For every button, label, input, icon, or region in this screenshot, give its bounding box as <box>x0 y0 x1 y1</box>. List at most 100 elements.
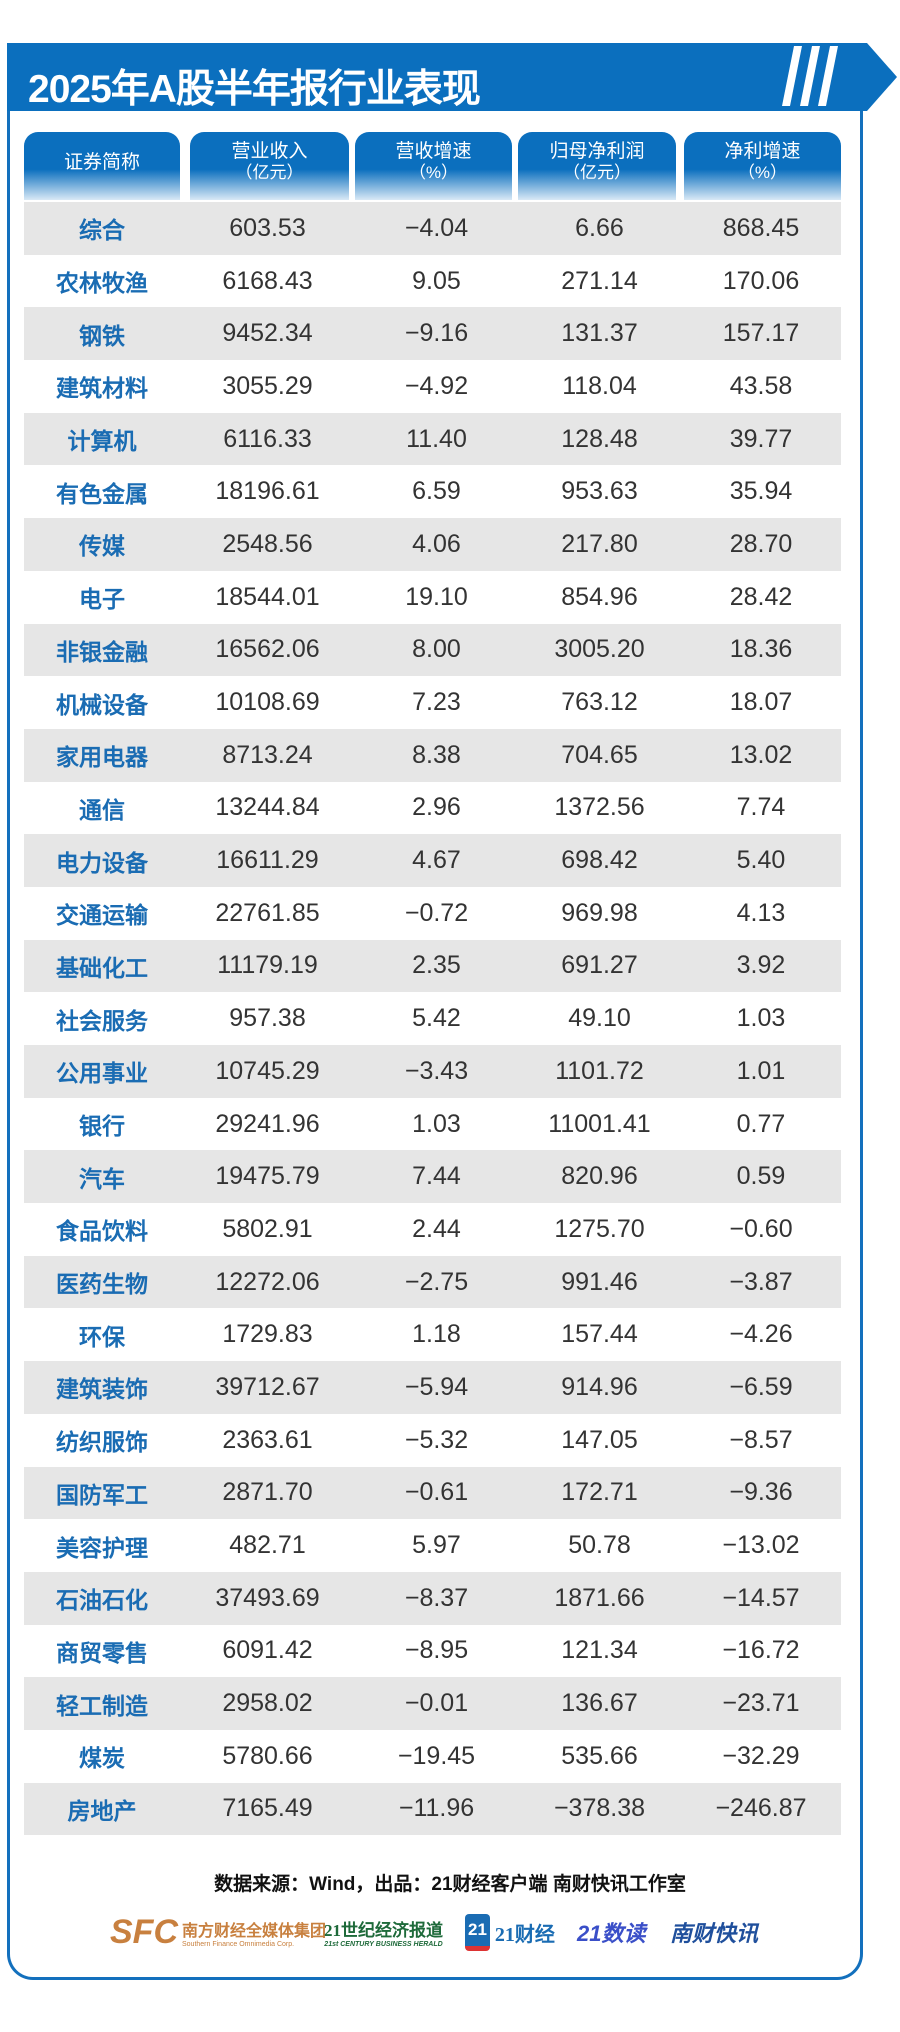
net-profit-cell: 172.71 <box>561 1478 638 1507</box>
net-profit-cell: 820.96 <box>561 1162 638 1191</box>
net-profit-cell: 50.78 <box>568 1531 631 1560</box>
industry-name-cell: 汽车 <box>79 1165 125 1192</box>
profit-growth-cell: −23.71 <box>722 1689 800 1718</box>
revenue-cell: 2871.70 <box>222 1478 313 1507</box>
industry-name-cell: 纺织服饰 <box>56 1429 148 1456</box>
industry-name-cell: 农林牧渔 <box>56 270 148 297</box>
header-unit: （%） <box>408 163 459 182</box>
revenue-cell: 6116.33 <box>223 424 312 453</box>
revenue-cell: 7165.49 <box>222 1794 313 1823</box>
profit-growth-cell: 43.58 <box>729 371 793 400</box>
net-profit-cell: 121.34 <box>561 1636 638 1665</box>
table-row: 综合 603.53 −4.04 6.66 868.45 <box>24 202 841 255</box>
industry-name-cell: 通信 <box>79 796 125 823</box>
table-row: 轻工制造 2958.02 −0.01 136.67 −23.71 <box>24 1677 841 1730</box>
logos: SFC 南方财经全媒体集团 Southern Finance Omnimedia… <box>0 1912 900 1952</box>
profit-growth-cell: −13.02 <box>722 1531 800 1560</box>
industry-name-cell: 石油石化 <box>56 1587 148 1614</box>
net-profit-cell: 535.66 <box>561 1741 638 1770</box>
net-profit-cell: 147.05 <box>561 1425 638 1454</box>
table-body: 综合 603.53 −4.04 6.66 868.45 农林牧渔 6168.43 9.05 27… <box>24 202 841 1836</box>
table-row: 通信 13244.84 2.96 1372.56 7.74 <box>24 782 841 835</box>
revenue-cell: 3055.29 <box>222 371 313 400</box>
logo-21caijing: 21 21财经 <box>465 1912 555 1952</box>
profit-growth-cell: 18.36 <box>729 635 793 664</box>
revenue-growth-cell: 2.44 <box>412 1214 461 1243</box>
table-row: 农林牧渔 6168.43 9.05 271.14 170.06 <box>24 255 841 308</box>
profit-growth-cell: 39.77 <box>729 424 793 453</box>
industry-name-cell: 基础化工 <box>56 954 148 981</box>
net-profit-cell: 49.10 <box>568 1004 631 1033</box>
profit-growth-cell: −8.57 <box>729 1425 793 1454</box>
revenue-cell: 37493.69 <box>215 1583 320 1612</box>
revenue-cell: 12272.06 <box>215 1267 320 1296</box>
profit-growth-cell: −3.87 <box>729 1267 793 1296</box>
revenue-growth-cell: −0.01 <box>404 1689 469 1718</box>
table-row: 国防军工 2871.70 −0.61 172.71 −9.36 <box>24 1466 841 1520</box>
table-row: 房地产 7165.49 −11.96 −378.38 −246.87 <box>24 1782 841 1836</box>
header-unit: （%） <box>737 163 788 182</box>
table-row: 建筑装饰 39712.67 −5.94 914.96 −6.59 <box>24 1361 841 1414</box>
revenue-cell: 2363.61 <box>222 1425 313 1454</box>
industry-name-cell: 国防军工 <box>56 1481 148 1508</box>
revenue-cell: 9452.34 <box>222 319 313 348</box>
profit-growth-cell: 5.40 <box>736 846 786 875</box>
profit-growth-cell: 35.94 <box>729 477 793 506</box>
net-profit-cell: 6.66 <box>575 213 624 242</box>
revenue-growth-cell: 2.35 <box>412 951 461 980</box>
header-label: 证券简称 <box>63 151 140 173</box>
table-row: 基础化工 11179.19 2.35 691.27 3.92 <box>24 939 841 993</box>
revenue-cell: 13244.84 <box>215 793 320 822</box>
profit-growth-cell: −4.26 <box>729 1320 793 1349</box>
revenue-growth-cell: −11.96 <box>398 1794 475 1823</box>
revenue-growth-cell: −5.32 <box>404 1425 469 1454</box>
table-row: 计算机 6116.33 11.40 128.48 39.77 <box>24 412 841 466</box>
logo-21shudu: 21数读 <box>577 1921 646 1946</box>
table-row: 家用电器 8713.24 8.38 704.65 13.02 <box>24 728 841 782</box>
revenue-cell: 957.38 <box>229 1004 306 1033</box>
title-bar <box>7 43 867 111</box>
net-profit-cell: 3005.20 <box>554 635 645 664</box>
revenue-cell: 19475.79 <box>215 1162 320 1191</box>
industry-name-cell: 传媒 <box>79 533 125 560</box>
header-unit: （亿元） <box>235 163 304 182</box>
industry-name-cell: 综合 <box>79 217 125 244</box>
logo-name: 21财经 <box>494 1923 555 1946</box>
revenue-growth-cell: −4.92 <box>404 371 469 400</box>
revenue-growth-cell: −3.43 <box>404 1056 469 1085</box>
revenue-growth-cell: 2.96 <box>412 793 461 822</box>
profit-growth-cell: 4.13 <box>736 898 786 927</box>
industry-name-cell: 煤炭 <box>79 1745 125 1772</box>
revenue-cell: 2958.02 <box>222 1689 313 1718</box>
net-profit-cell: 914.96 <box>561 1372 638 1401</box>
net-profit-cell: 854.96 <box>561 582 638 611</box>
profit-growth-cell: −0.60 <box>729 1214 793 1243</box>
profit-growth-cell: 170.06 <box>722 266 800 295</box>
table-row: 机械设备 10108.69 7.23 763.12 18.07 <box>24 676 841 729</box>
industry-name-cell: 电力设备 <box>56 849 148 876</box>
revenue-growth-cell: 8.38 <box>412 740 461 769</box>
industry-name-cell: 房地产 <box>67 1797 137 1824</box>
profit-growth-cell: −14.57 <box>722 1583 800 1612</box>
revenue-growth-cell: −0.72 <box>404 898 469 927</box>
revenue-growth-cell: 6.59 <box>412 477 461 506</box>
net-profit-cell: 698.42 <box>561 846 638 875</box>
profit-growth-cell: 28.70 <box>729 529 793 558</box>
revenue-cell: 603.53 <box>229 213 306 242</box>
net-profit-cell: 969.98 <box>561 898 638 927</box>
table-row: 石油石化 37493.69 −8.37 1871.66 −14.57 <box>24 1571 841 1625</box>
revenue-growth-cell: 1.18 <box>412 1320 461 1349</box>
table-row: 钢铁 9452.34 −9.16 131.37 157.17 <box>24 307 841 361</box>
profit-growth-cell: −16.72 <box>722 1636 800 1665</box>
revenue-cell: 10108.69 <box>215 688 320 717</box>
table-row: 商贸零售 6091.42 −8.95 121.34 −16.72 <box>24 1625 841 1678</box>
table-row: 公用事业 10745.29 −3.43 1101.72 1.01 <box>24 1045 841 1098</box>
logo-sfc: SFC 南方财经全媒体集团 Southern Finance Omnimedia… <box>110 1912 326 1952</box>
header-revenue: 营业收入 （亿元） <box>190 132 349 200</box>
table-row: 有色金属 18196.61 6.59 953.63 35.94 <box>24 465 841 518</box>
net-profit-cell: 128.48 <box>561 424 638 453</box>
revenue-growth-cell: 7.44 <box>412 1162 461 1191</box>
industry-name-cell: 建筑装饰 <box>56 1376 148 1403</box>
net-profit-cell: 217.80 <box>561 529 638 558</box>
revenue-growth-cell: 19.10 <box>405 582 468 611</box>
